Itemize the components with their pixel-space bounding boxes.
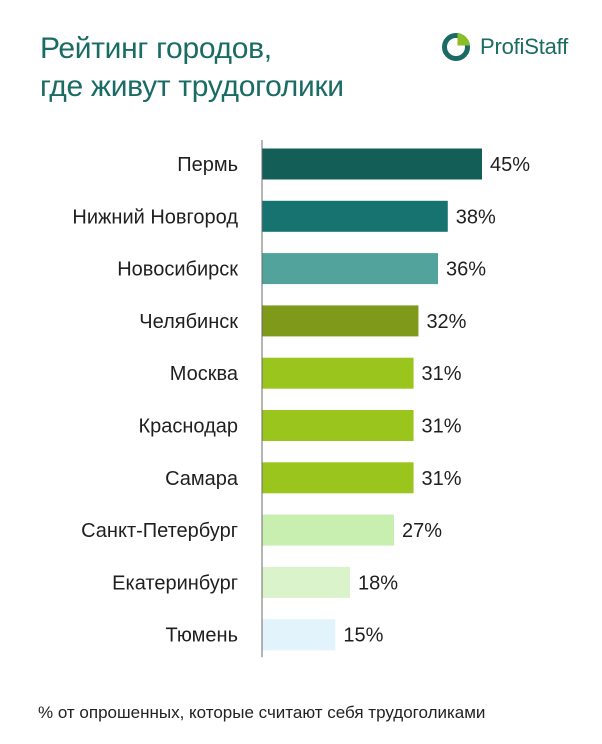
category-label-тюмень: Тюмень [166, 625, 238, 647]
profistaff-logo: ProfiStaff [441, 32, 568, 62]
value-label-санкт-петербург: 27% [402, 520, 442, 542]
chart-footnote: % от опрошенных, которые считают себя тр… [38, 703, 486, 722]
bar-самара [262, 462, 414, 494]
value-label-самара: 31% [422, 468, 462, 490]
bar-новосибирск [262, 253, 438, 285]
category-label-пермь: Пермь [177, 154, 238, 176]
bar-екатеринбург [262, 566, 350, 598]
pie-chart-logo-icon [441, 32, 471, 62]
bar-челябинск [262, 305, 419, 337]
value-label-новосибирск: 36% [446, 259, 486, 281]
category-label-краснодар: Краснодар [138, 416, 238, 438]
category-label-москва: Москва [170, 363, 239, 385]
chart-title: Рейтинг городов, где живут трудоголики [40, 30, 344, 106]
category-label-санкт-петербург: Санкт-Петербург [81, 520, 238, 542]
bar-нижний-новгород [262, 200, 448, 232]
category-label-екатеринбург: Екатеринбург [112, 572, 238, 594]
value-label-екатеринбург: 18% [358, 572, 398, 594]
bar-москва [262, 357, 414, 389]
chart-title-line-2: где живут трудоголики [40, 70, 344, 103]
chart-title-line-1: Рейтинг городов, [40, 32, 272, 65]
logo-text: ProfiStaff [480, 34, 569, 59]
value-label-нижний-новгород: 38% [456, 206, 496, 228]
value-label-пермь: 45% [490, 154, 530, 176]
value-label-краснодар: 31% [422, 416, 462, 438]
category-label-челябинск: Челябинск [139, 311, 238, 333]
bar-краснодар [262, 410, 414, 441]
category-label-новосибирск: Новосибирск [117, 259, 238, 281]
value-label-москва: 31% [422, 363, 462, 385]
bar-пермь [262, 148, 482, 180]
value-label-челябинск: 32% [426, 311, 466, 333]
value-label-тюмень: 15% [343, 625, 383, 647]
category-label-нижний-новгород: Нижний Новгород [72, 206, 238, 228]
category-label-самара: Самара [165, 468, 239, 490]
bar-санкт-петербург [262, 514, 394, 546]
bar-chart: Пермь 45% Нижний Новгород 38% Новосибирск 36%… [72, 140, 530, 658]
bar-тюмень [262, 619, 336, 651]
